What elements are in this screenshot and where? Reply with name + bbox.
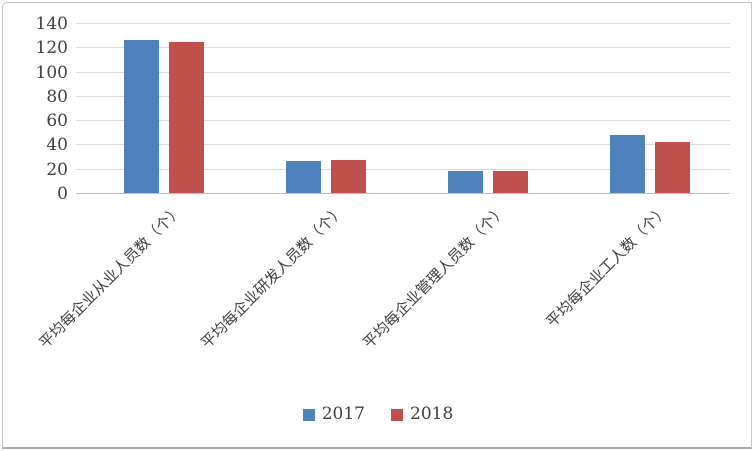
y-tick-label: 140: [35, 14, 68, 34]
legend-item-2018: 2018: [391, 406, 453, 423]
bar-2017-category-2: [286, 161, 321, 193]
legend-label: 2017: [321, 404, 365, 424]
gridline: [76, 95, 730, 97]
bar-2017-category-1: [124, 40, 159, 193]
y-tick-label: 60: [46, 111, 68, 132]
bar-2018-category-2: [331, 160, 366, 193]
y-tick-label: 100: [35, 62, 68, 83]
gridline: [76, 144, 730, 146]
legend-marker-2017: [302, 408, 315, 421]
y-tick-label: 120: [35, 38, 68, 59]
gridline: [76, 120, 730, 122]
bar-2017-category-3: [448, 171, 483, 193]
category-label: 平均每企业研发人员数（个）: [197, 201, 349, 352]
gridline: [76, 23, 730, 24]
y-tick-label: 0: [57, 184, 68, 204]
legend-item-2017: 2017: [302, 404, 365, 424]
y-tick-label: 80: [46, 86, 68, 107]
y-tick-label: 20: [46, 159, 68, 180]
gridline: [76, 71, 730, 73]
legend-marker-2018: [391, 408, 403, 421]
bar-2018-category-4: [655, 142, 690, 193]
y-tick-label: 40: [46, 135, 68, 156]
legend-label: 2018: [410, 404, 454, 424]
bar-2018-category-3: [493, 171, 528, 193]
category-label: 平均每企业管理人员数（个）: [359, 201, 511, 352]
bar-2017-category-4: [610, 135, 645, 193]
category-label: 平均每企业工人数（个）: [542, 201, 673, 331]
bar-2018-category-1: [169, 42, 204, 193]
legend: 2017 2018: [0, 406, 756, 423]
gridline: [76, 168, 730, 170]
category-label: 平均每企业从业人员数（个）: [35, 201, 187, 352]
x-axis-line: [76, 193, 730, 194]
gridline: [76, 47, 730, 49]
